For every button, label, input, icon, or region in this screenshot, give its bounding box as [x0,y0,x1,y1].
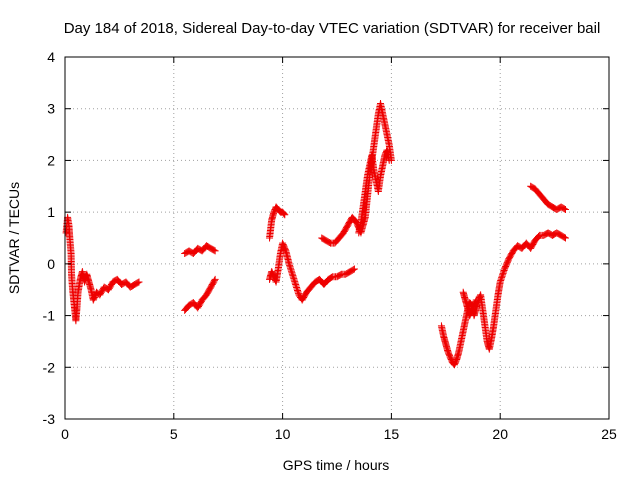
data-point [211,247,219,255]
y-tick-label: -3 [43,411,56,427]
series-seg2 [181,242,219,258]
series-seg10 [527,182,569,214]
x-tick-label: 0 [61,426,69,442]
y-tick-label: 4 [47,49,55,65]
data-point [560,233,568,241]
y-tick-label: 0 [47,256,55,272]
data-point [472,297,480,305]
data-point [472,296,480,304]
chart-title: Day 184 of 2018, Sidereal Day-to-day VTE… [64,20,601,37]
y-tick-label: 3 [47,101,55,117]
data-point [280,210,288,218]
data-point [281,211,289,219]
x-tick-label: 10 [275,426,291,442]
series-seg3 [181,275,219,314]
y-axis-label: SDTVAR / TECUs [6,182,22,294]
y-tick-label: 2 [47,152,55,168]
data-point [210,246,218,254]
y-tick-label: 1 [47,204,55,220]
data-points [62,100,569,369]
data-point [211,275,219,283]
y-tick-label: -1 [43,308,56,324]
data-point [560,205,568,213]
x-tick-label: 5 [170,426,178,442]
x-axis-label: GPS time / hours [283,457,390,473]
series-seg7 [355,146,393,237]
plot-frame [64,56,610,420]
data-point [385,156,393,164]
x-tick-label: 20 [492,426,508,442]
data-point [349,266,357,274]
y-tick-label: -2 [43,359,56,375]
x-tick-label: 15 [384,426,400,442]
data-point [561,234,569,242]
series-seg4 [266,203,289,242]
series-seg5 [266,239,358,304]
data-point [276,207,284,215]
data-point [210,277,218,285]
x-tick-label: 25 [601,426,617,442]
series-seg9 [459,288,480,320]
data-point [134,279,142,287]
tick-labels: 0 5 10 15 20 25 -3 -2 -1 0 1 2 3 4 [43,49,617,442]
axis-ticks [64,56,610,420]
data-point [279,209,287,217]
data-point [350,265,358,273]
data-point [561,206,569,214]
data-point [135,278,143,286]
